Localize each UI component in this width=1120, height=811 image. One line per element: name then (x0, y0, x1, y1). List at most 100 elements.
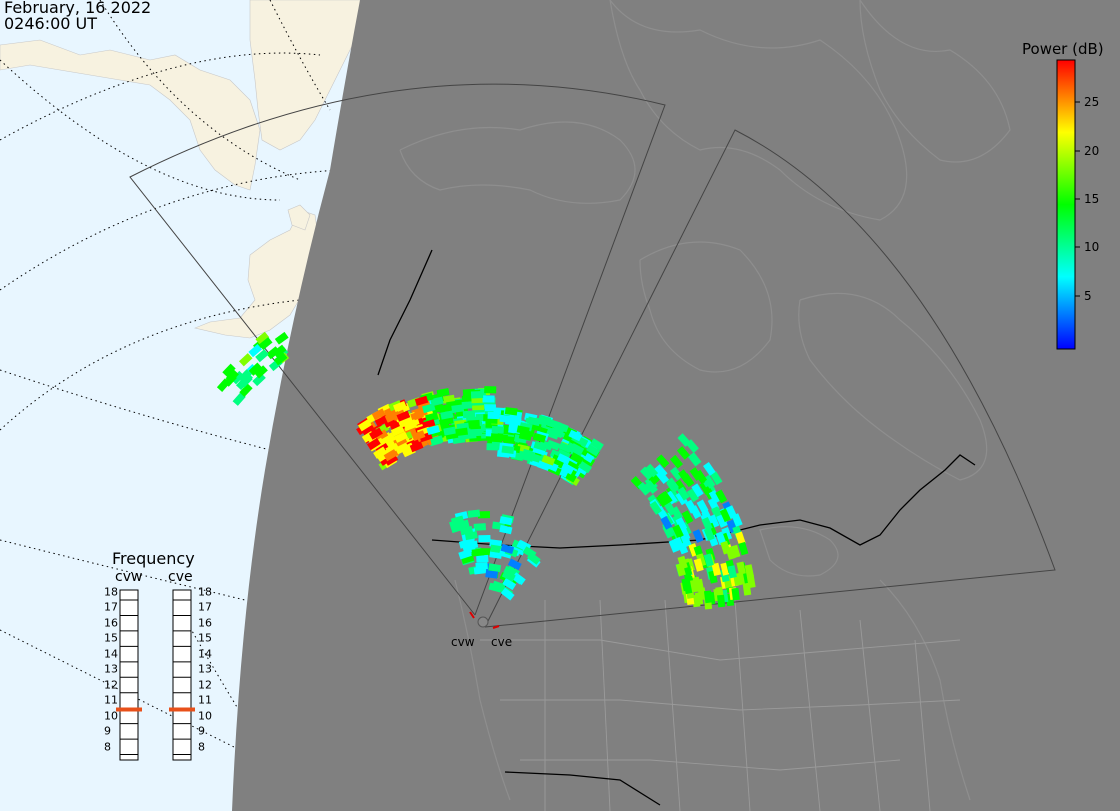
colorbar-tick-label: 15 (1084, 192, 1100, 206)
backscatter-cell (570, 443, 585, 455)
backscatter-cell (487, 411, 500, 420)
backscatter-cell (507, 558, 522, 571)
backscatter-cell (374, 415, 389, 427)
backscatter-cell (504, 407, 518, 416)
backscatter-cell (685, 439, 699, 453)
frequency-radar-label-cvw: cvw (115, 569, 143, 585)
backscatter-cell (442, 394, 456, 404)
outline-labrador (798, 292, 988, 481)
frequency-scale-label: 16 (104, 616, 118, 630)
backscatter-cell (469, 428, 483, 437)
cvw-site-beam-indicator (469, 611, 475, 619)
backscatter-cell (675, 491, 688, 506)
backscatter-cell (666, 479, 679, 494)
backscatter-cell (552, 426, 567, 438)
cve-fov (484, 129, 1056, 628)
radar-site-marker (477, 616, 489, 628)
backscatter-cell (223, 373, 237, 387)
time-label: 0246:00 UT (4, 14, 98, 33)
backscatter-cell (688, 452, 702, 467)
backscatter-cell (484, 386, 497, 394)
backscatter-cell (677, 486, 690, 501)
backscatter-cell (681, 510, 694, 525)
backscatter-cell (545, 428, 560, 440)
backscatter-cell (703, 590, 713, 604)
backscatter-cell (660, 515, 673, 530)
backscatter-cell (451, 404, 465, 413)
backscatter-cell (586, 444, 600, 457)
backscatter-cell (476, 554, 489, 563)
backscatter-cell (248, 344, 263, 358)
frequency-scale-label: 11 (198, 693, 212, 707)
backscatter-cell (742, 582, 752, 596)
country-borders (377, 249, 976, 806)
night-land-outlines (399, 0, 1011, 801)
backscatter-cell (490, 544, 503, 554)
backscatter-cell (541, 454, 556, 466)
backscatter-cell (471, 548, 485, 557)
backscatter-cell (273, 352, 288, 366)
backscatter-cell (373, 446, 387, 459)
frequency-scale-label: 14 (198, 647, 212, 661)
backscatter-cell (736, 561, 746, 575)
backscatter-cell (645, 463, 659, 478)
backscatter-cell (465, 540, 479, 550)
backscatter-cell (500, 543, 515, 555)
cve-site-beam-indicator (492, 625, 500, 629)
backscatter-cell (467, 509, 481, 518)
backscatter-cell (656, 493, 669, 508)
backscatter-cell (422, 403, 436, 414)
backscatter-cell (516, 425, 530, 435)
backscatter-cell (703, 461, 716, 476)
backscatter-cell (255, 331, 270, 345)
backscatter-cells (216, 331, 756, 610)
frequency-scale-label: 15 (104, 631, 118, 645)
backscatter-cell (426, 425, 441, 436)
backscatter-cell (470, 391, 484, 399)
backscatter-cell (411, 430, 426, 441)
power-colorbar (1056, 59, 1076, 350)
backscatter-cell (254, 365, 268, 379)
backscatter-cell (589, 438, 604, 451)
backscatter-cell (676, 446, 691, 460)
backscatter-cell (501, 445, 515, 454)
frequency-scale-cvw (116, 589, 142, 761)
backscatter-cell (490, 433, 504, 441)
backscatter-cell (222, 363, 236, 378)
backscatter-cell (394, 431, 409, 443)
backscatter-cell (665, 490, 678, 505)
backscatter-cell (744, 564, 754, 578)
frequency-scale-label: 12 (104, 678, 118, 692)
graticule-lon-5 (0, 369, 291, 456)
backscatter-cell (659, 490, 673, 505)
backscatter-cell (478, 534, 491, 543)
graticule-lat-2 (0, 169, 341, 291)
outline-us-west-coast (454, 579, 511, 801)
frequency-title: Frequency (112, 549, 195, 568)
backscatter-cell (719, 508, 732, 523)
backscatter-cell (560, 462, 575, 475)
backscatter-cell (543, 417, 557, 429)
backscatter-cell (499, 414, 513, 423)
backscatter-cell (693, 558, 704, 572)
backscatter-cell (703, 553, 714, 567)
state-line-6 (664, 599, 681, 811)
backscatter-cell (686, 488, 700, 503)
graticule-lon-1 (99, 0, 301, 181)
backscatter-cell (669, 454, 684, 469)
backscatter-cell (368, 427, 383, 440)
backscatter-cell (502, 577, 517, 591)
frequency-scale-label: 13 (198, 662, 212, 676)
colorbar-tick-label: 20 (1084, 144, 1100, 158)
graticule-lon-4 (0, 539, 246, 601)
backscatter-cell (681, 473, 695, 488)
frequency-scale-label: 18 (198, 585, 212, 599)
radar-fov-outlines (129, 83, 1056, 628)
backscatter-cell (691, 483, 704, 498)
graticule-lon-2 (0, 59, 281, 201)
outline-great-lakes (759, 526, 839, 577)
backscatter-cell (710, 471, 723, 486)
frequency-scale-label: 10 (198, 709, 212, 723)
frequency-scale-label: 17 (104, 600, 118, 614)
backscatter-cell (248, 362, 263, 376)
